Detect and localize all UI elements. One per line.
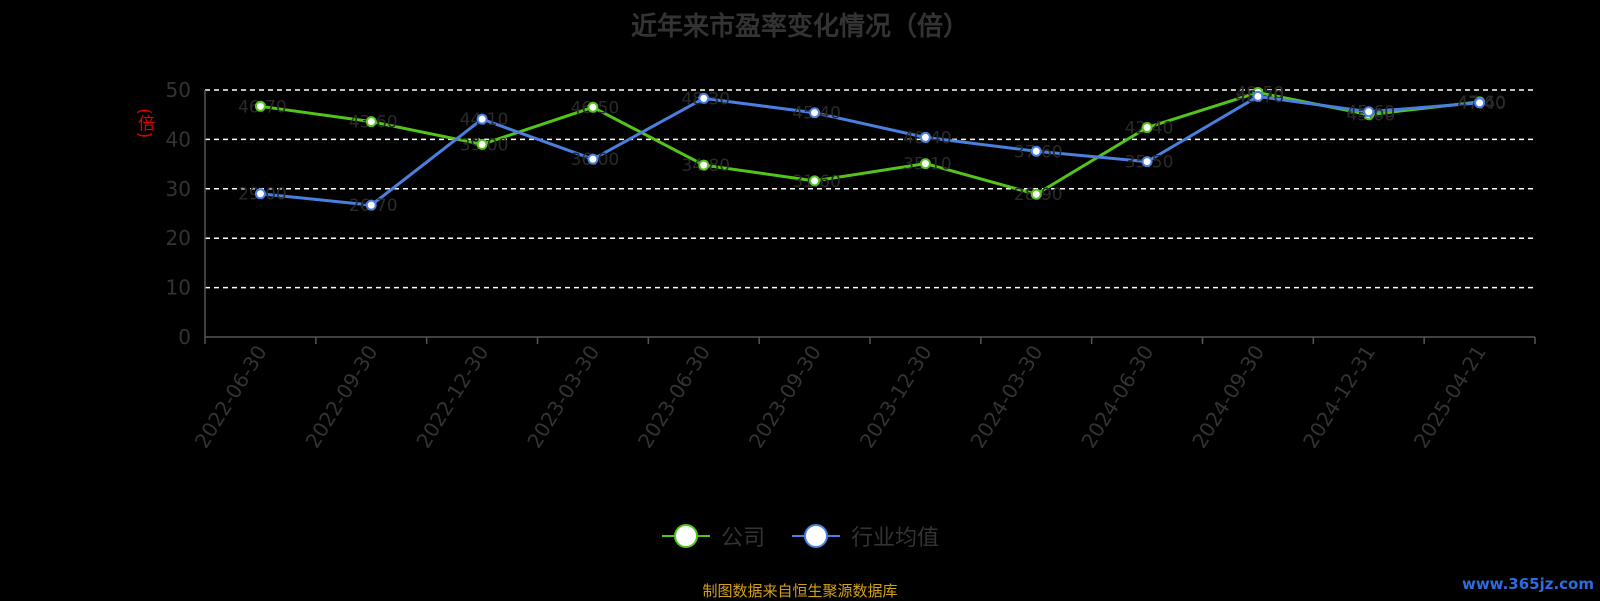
data-point-1-7 [1030, 145, 1042, 157]
data-point-1-9 [1252, 90, 1264, 102]
x-tick-label-2023-06-30: 2023-06-30 [633, 341, 715, 452]
x-tick-label-2024-06-30: 2024-06-30 [1076, 341, 1158, 452]
data-point-0-6 [919, 158, 931, 170]
x-tick-label-2024-03-30: 2024-03-30 [966, 341, 1048, 452]
data-point-0-2 [476, 138, 488, 150]
data-point-1-1 [365, 199, 377, 211]
legend-label-company: 公司 [720, 526, 765, 551]
data-point-0-7 [1030, 188, 1042, 200]
y-tick-label-10: 10 [166, 276, 191, 300]
data-point-0-5 [809, 175, 821, 187]
legend-label-industry: 行业均值 [851, 526, 940, 551]
y-tick-label-40: 40 [166, 127, 191, 151]
data-point-0-3 [587, 101, 599, 113]
y-axis-unit-label: (倍) [134, 108, 154, 139]
data-point-0-0 [254, 100, 266, 112]
source-note: 制图数据来自恒生聚源数据库 [702, 582, 898, 600]
data-point-0-4 [698, 159, 710, 171]
y-tick-label-50: 50 [166, 78, 191, 102]
data-point-0-1 [365, 116, 377, 128]
y-tick-label-20: 20 [166, 226, 191, 250]
data-point-0-8 [1141, 122, 1153, 134]
legend-item-company[interactable]: 公司 [661, 520, 765, 552]
x-tick-label-2022-06-30: 2022-06-30 [190, 341, 272, 452]
legend-item-industry[interactable]: 行业均值 [791, 520, 939, 552]
data-point-1-5 [809, 107, 821, 119]
x-tick-label-2024-12-31: 2024-12-31 [1298, 341, 1380, 452]
data-point-1-2 [476, 113, 488, 125]
chart-title: 近年来市盈率变化情况（倍） [630, 12, 969, 42]
x-tick-label-2022-12-30: 2022-12-30 [411, 341, 493, 452]
x-tick-label-2023-03-30: 2023-03-30 [522, 341, 604, 452]
legend-symbol-industry [792, 524, 840, 548]
data-point-1-6 [919, 131, 931, 143]
data-point-1-0 [254, 188, 266, 200]
x-tick-label-2023-12-30: 2023-12-30 [855, 341, 937, 452]
data-point-1-10 [1363, 106, 1375, 118]
data-point-1-4 [698, 92, 710, 104]
data-point-1-11 [1474, 97, 1486, 109]
legend-symbol-company [661, 524, 710, 548]
x-tick-label-2023-09-30: 2023-09-30 [744, 341, 826, 452]
y-tick-label-0: 0 [178, 325, 191, 349]
x-tick-label-2022-09-30: 2022-09-30 [301, 341, 383, 452]
y-tick-label-30: 30 [166, 177, 191, 201]
x-tick-label-2024-09-30: 2024-09-30 [1187, 341, 1269, 452]
data-point-1-3 [587, 153, 599, 165]
series-line-1 [260, 94, 1480, 207]
data-point-1-8 [1141, 156, 1153, 168]
series-line-0 [260, 90, 1480, 196]
legend: 公司 行业均值 [0, 520, 1600, 552]
x-tick-label-2025-04-21: 2025-04-21 [1409, 341, 1491, 452]
watermark: www.365jz.com [1461, 575, 1594, 593]
